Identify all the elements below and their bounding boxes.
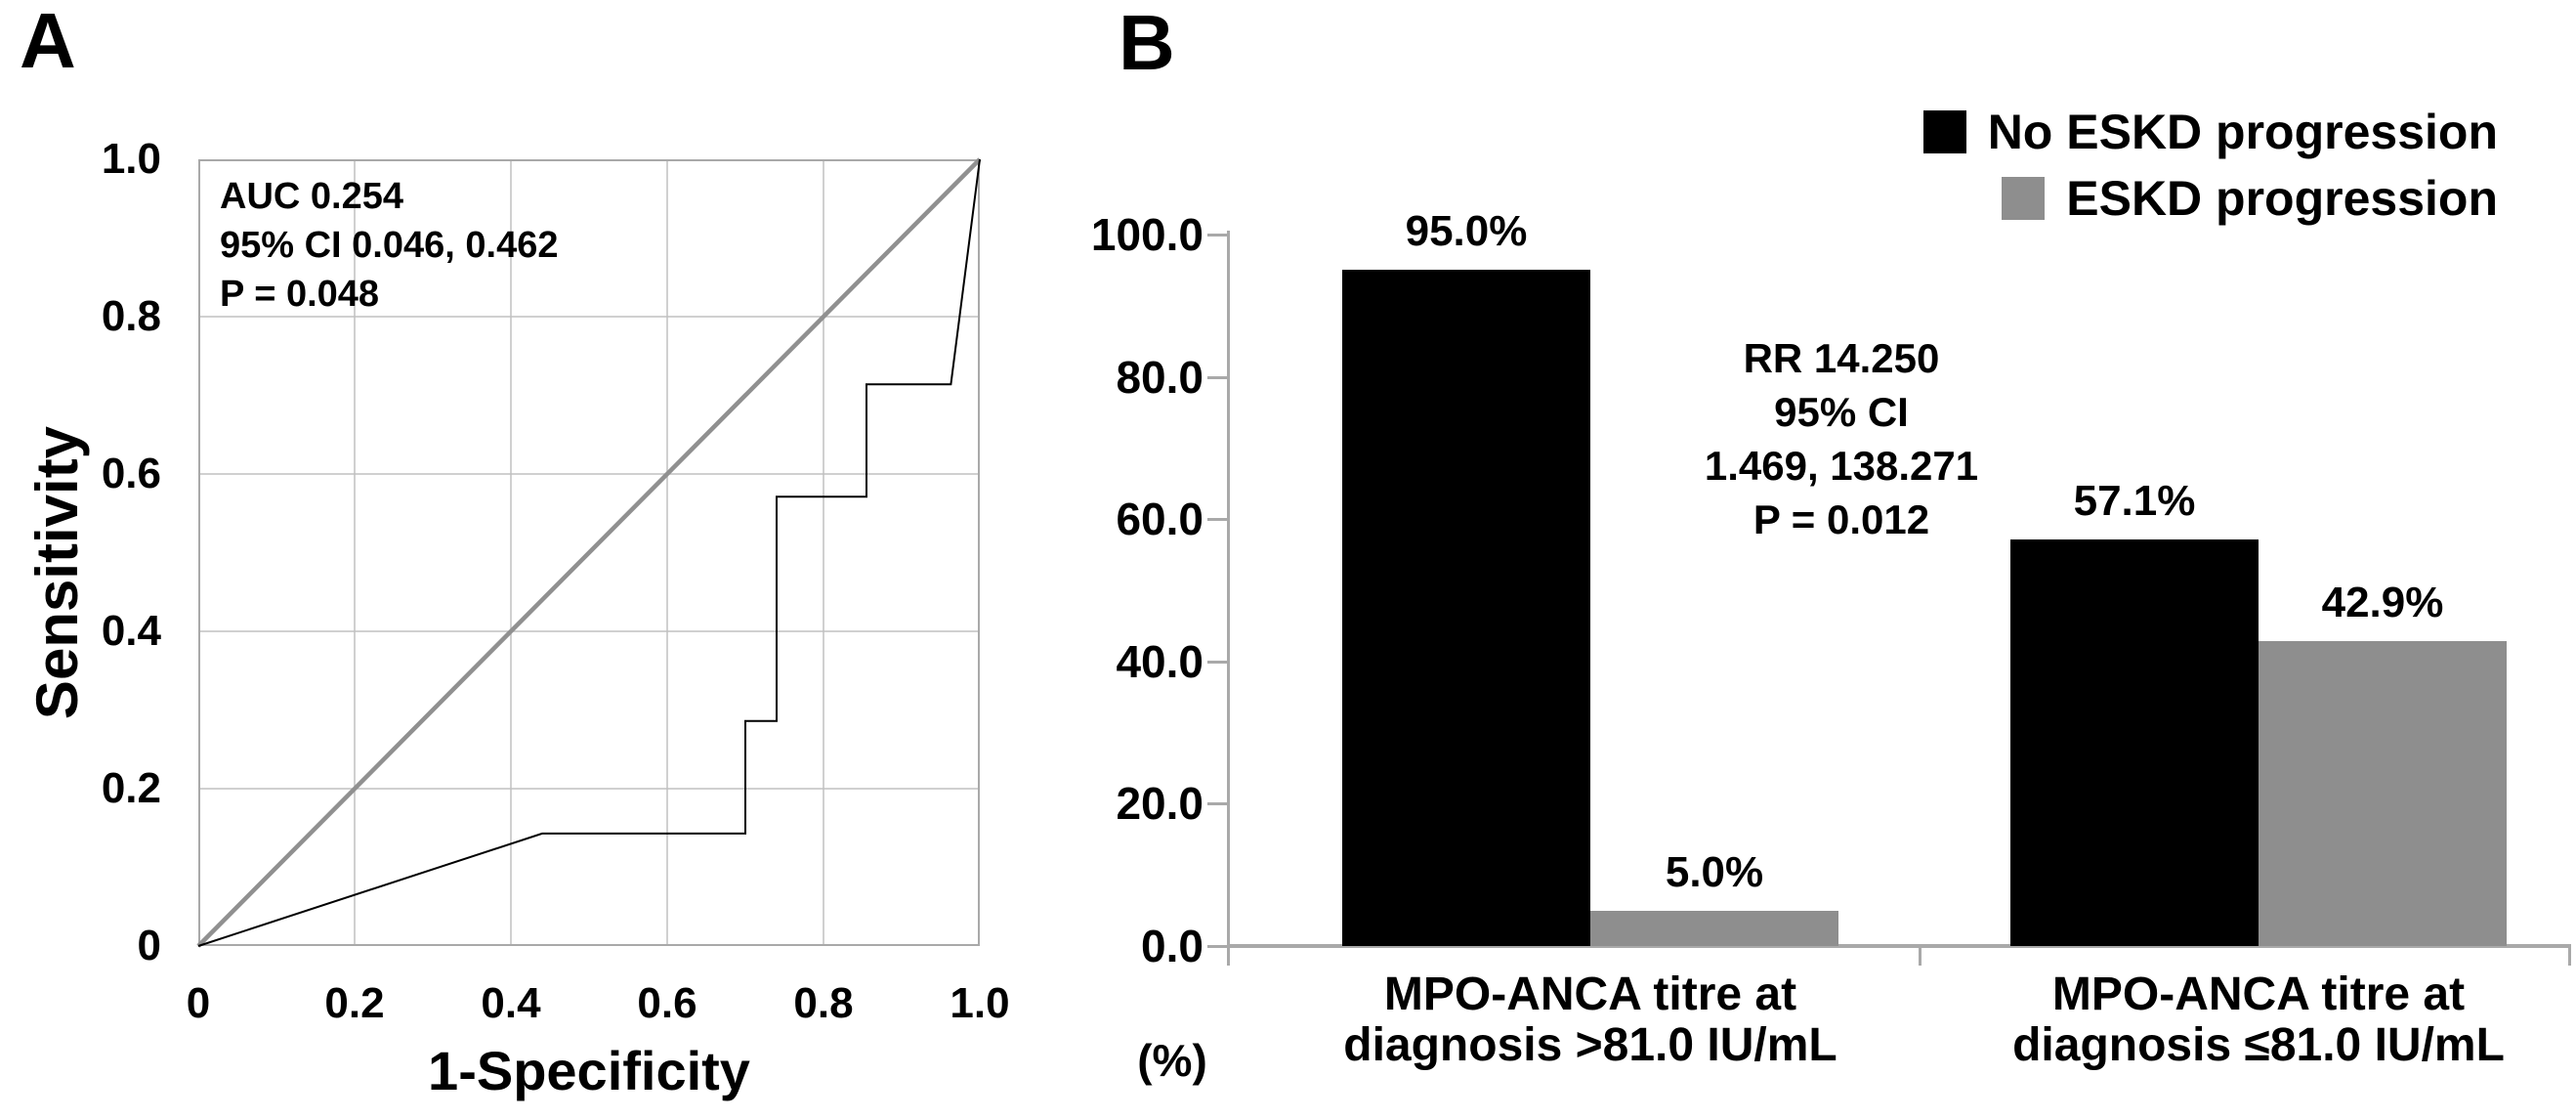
bar-eskd <box>1590 911 1838 946</box>
bar-y-tick-label: 40.0 <box>1116 635 1204 687</box>
bar-category-label: MPO-ANCA titre at diagnosis >81.0 IU/mL <box>1268 969 1913 1071</box>
bar-y-tick-mark <box>1207 802 1227 806</box>
bar-unit-label: (%) <box>1137 1035 1207 1086</box>
roc-y-tick-label: 0 <box>137 922 161 969</box>
bar-category-label-line: MPO-ANCA titre at <box>2051 968 2466 1020</box>
bar-annotation-line: 95% CI <box>1774 389 1909 435</box>
roc-plot-border <box>198 159 980 946</box>
roc-annotation: AUC 0.254 95% CI 0.046, 0.462 P = 0.048 <box>220 172 558 319</box>
bar-y-tick-label: 100.0 <box>1090 209 1204 260</box>
bar-category-label-line: MPO-ANCA titre at <box>1383 968 1797 1020</box>
bar-y-tick-mark <box>1207 234 1227 237</box>
roc-x-tick-label: 0.6 <box>637 979 697 1027</box>
roc-y-axis-title: Sensitivity <box>24 425 90 720</box>
roc-y-tick-label: 0.8 <box>101 292 161 340</box>
panel-b-label: B <box>1119 0 1175 86</box>
bar-x-axis-line <box>1227 944 2571 948</box>
bar-y-tick-label: 60.0 <box>1116 494 1204 545</box>
bar-value-label: 42.9% <box>2321 579 2444 626</box>
bar-y-tick-mark <box>1207 945 1227 948</box>
legend-label-eskd: ESKD progression <box>2066 171 2498 226</box>
bar-y-axis-line <box>1227 231 1230 948</box>
bar-value-label: 5.0% <box>1665 848 1764 896</box>
bar-y-tick-mark <box>1207 375 1227 379</box>
bar-y-tick-label: 80.0 <box>1116 351 1204 403</box>
bar-no-eskd <box>2010 539 2259 946</box>
bar-annotation-line: 1.469, 138.271 <box>1704 443 1979 489</box>
legend-row-eskd: ESKD progression <box>2002 172 2498 225</box>
roc-plot <box>196 157 982 948</box>
legend: No ESKD progression ESKD progression <box>1922 105 2498 225</box>
roc-annotation-line: P = 0.048 <box>220 274 380 315</box>
roc-x-axis-title: 1-Specificity <box>428 1040 750 1101</box>
bar-y-tick-label: 20.0 <box>1116 778 1204 830</box>
roc-annotation-line: AUC 0.254 <box>220 176 403 217</box>
roc-x-tick-label: 0.2 <box>324 979 385 1027</box>
bar-y-tick-mark <box>1207 660 1227 664</box>
roc-x-tick-label: 1.0 <box>950 979 1010 1027</box>
roc-x-tick-label: 0.4 <box>481 979 541 1027</box>
bar-x-tick-mark <box>2568 944 2571 966</box>
roc-y-tick-label: 0.6 <box>101 450 161 497</box>
bar-y-tick-mark <box>1207 518 1227 522</box>
roc-y-tick-label: 0.4 <box>101 607 161 655</box>
bar-category-label-line: diagnosis ≤81.0 IU/mL <box>2012 1019 2505 1071</box>
roc-x-tick-label: 0.8 <box>793 979 854 1027</box>
bar-value-label: 57.1% <box>2073 477 2196 525</box>
roc-annotation-line: 95% CI 0.046, 0.462 <box>220 225 559 266</box>
no-eskd-swatch-icon <box>1922 110 1966 153</box>
roc-y-tick-label: 1.0 <box>101 135 161 183</box>
roc-x-tick-label: 0 <box>186 979 211 1027</box>
bar-eskd <box>2259 641 2507 946</box>
bar-annotation-line: RR 14.250 <box>1743 335 1940 381</box>
bar-x-tick-mark <box>1919 944 1921 966</box>
bar-annotation-line: P = 0.012 <box>1753 496 1930 542</box>
bar-category-label: MPO-ANCA titre at diagnosis ≤81.0 IU/mL <box>1936 969 2576 1071</box>
roc-y-tick-label: 0.2 <box>101 764 161 812</box>
eskd-swatch-icon <box>2002 177 2046 220</box>
roc-curve <box>197 158 981 947</box>
legend-row-no-eskd: No ESKD progression <box>1922 105 2498 159</box>
bar-value-label: 95.0% <box>1405 207 1528 255</box>
legend-label-no-eskd: No ESKD progression <box>1987 105 2498 159</box>
bar-annotation: RR 14.250 95% CI 1.469, 138.271 P = 0.012 <box>1548 331 2134 546</box>
bar-category-label-line: diagnosis >81.0 IU/mL <box>1343 1019 1837 1071</box>
panel-a-label: A <box>20 0 76 84</box>
bar-x-tick-mark <box>1227 944 1230 966</box>
bar-y-tick-label: 0.0 <box>1141 921 1204 971</box>
bar-no-eskd <box>1342 270 1590 946</box>
reference-diagonal <box>196 157 982 948</box>
